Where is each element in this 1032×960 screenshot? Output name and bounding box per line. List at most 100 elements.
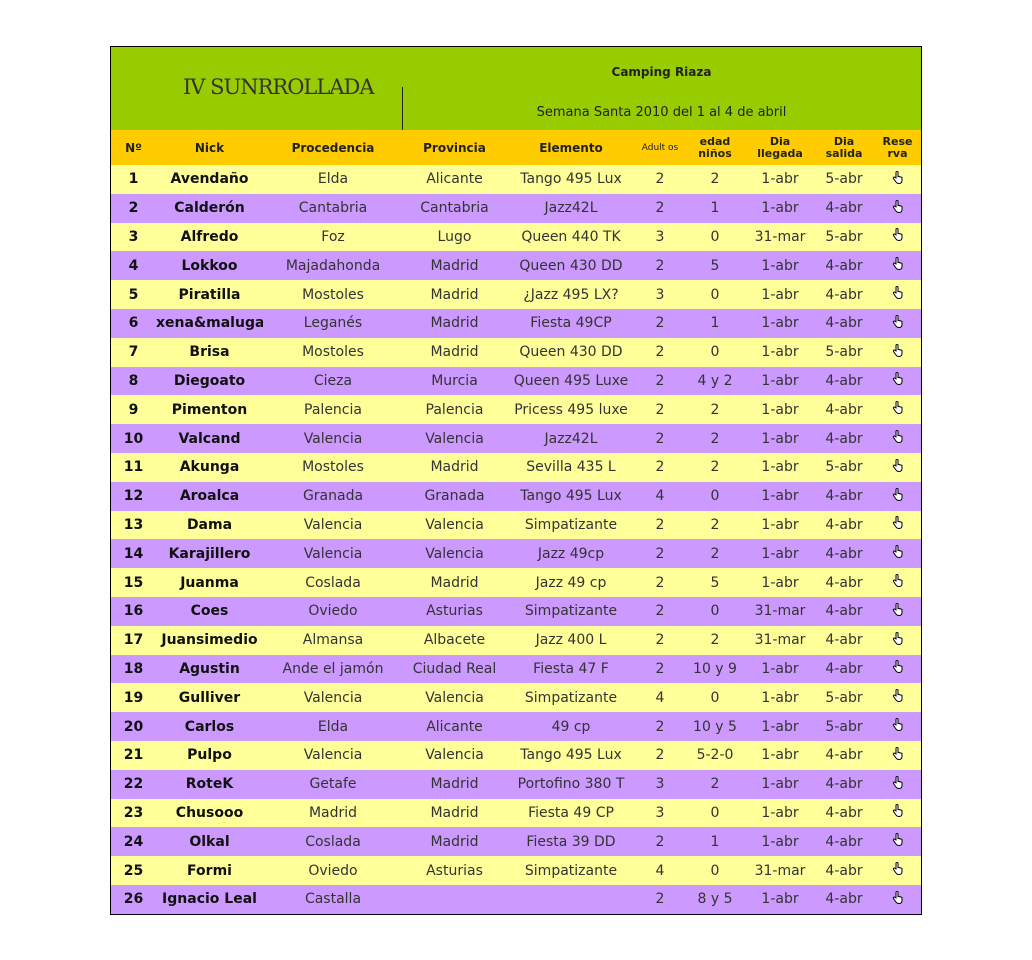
cell-adultos: 2 xyxy=(636,884,684,914)
cell-number: 20 xyxy=(111,712,156,741)
cell-provincia: Madrid xyxy=(403,798,506,828)
hand-pointer-icon xyxy=(892,890,903,908)
cell-elemento: Queen 430 DD xyxy=(506,251,636,281)
table-row: 12 Aroalca Granada Granada Tango 495 Lux 4 0 1-… xyxy=(111,481,921,511)
table-row: 20 Carlos Elda Alicante 49 cp 2 10 y 5 1-abr 5-a… xyxy=(111,712,921,741)
cell-procedencia: Castalla xyxy=(263,884,403,914)
cell-dia-salida: 4-abr xyxy=(814,568,874,597)
cell-nick: Juanma xyxy=(156,568,263,597)
cell-reserva xyxy=(874,827,921,857)
cell-elemento: 49 cp xyxy=(506,712,636,741)
cell-procedencia: Coslada xyxy=(263,827,403,857)
cell-reserva xyxy=(874,654,921,684)
cell-elemento: Pricess 495 luxe xyxy=(506,395,636,425)
cell-provincia: Ciudad Real xyxy=(403,654,506,684)
cell-dia-llegada: 1-abr xyxy=(746,280,814,309)
cell-procedencia: Getafe xyxy=(263,769,403,799)
cell-provincia: Valencia xyxy=(403,539,506,569)
cell-dia-llegada: 1-abr xyxy=(746,337,814,367)
cell-edad-ninos: 4 y 2 xyxy=(684,366,746,396)
cell-nick: Pimenton xyxy=(156,395,263,425)
cell-reserva xyxy=(874,251,921,281)
cell-procedencia: Leganés xyxy=(263,308,403,338)
cell-number: 13 xyxy=(111,510,156,540)
cell-dia-llegada: 1-abr xyxy=(746,712,814,741)
column-header-elemento: Elemento xyxy=(506,130,636,165)
cell-nick: Lokkoo xyxy=(156,251,263,281)
cell-nick: Formi xyxy=(156,856,263,885)
cell-procedencia: Oviedo xyxy=(263,596,403,626)
cell-edad-ninos: 2 xyxy=(684,395,746,425)
cell-number: 16 xyxy=(111,596,156,626)
hand-pointer-icon xyxy=(892,718,903,735)
cell-adultos: 3 xyxy=(636,222,684,252)
cell-elemento: Fiesta 49 CP xyxy=(506,798,636,828)
cell-number: 23 xyxy=(111,798,156,828)
cell-edad-ninos: 0 xyxy=(684,222,746,252)
cell-edad-ninos: 5-2-0 xyxy=(684,740,746,770)
cell-nick: Valcand xyxy=(156,424,263,453)
cell-adultos: 3 xyxy=(636,798,684,828)
cell-number: 4 xyxy=(111,251,156,281)
cell-provincia: Asturias xyxy=(403,596,506,626)
cell-dia-llegada: 1-abr xyxy=(746,452,814,482)
cell-procedencia: Mostoles xyxy=(263,337,403,367)
hand-pointer-icon xyxy=(892,228,903,245)
cell-procedencia: Valencia xyxy=(263,539,403,569)
cell-dia-salida: 4-abr xyxy=(814,193,874,223)
hand-pointer-icon xyxy=(892,516,903,533)
cell-number: 26 xyxy=(111,884,156,914)
cell-reserva xyxy=(874,337,921,367)
hand-pointer-icon xyxy=(892,660,903,677)
cell-provincia: Madrid xyxy=(403,568,506,597)
table-row: 2 Calderón Cantabria Cantabria Jazz42L 2 1 1-ab… xyxy=(111,193,921,223)
table-row: 26 Ignacio Leal Castalla 2 8 y 5 1-abr 4-abr xyxy=(111,884,921,914)
event-dates: Semana Santa 2010 del 1 al 4 de abril xyxy=(536,105,787,120)
cell-adultos: 2 xyxy=(636,251,684,281)
cell-adultos: 3 xyxy=(636,280,684,309)
table-row: 5 Piratilla Mostoles Madrid ¿Jazz 495 LX? 3 0 1… xyxy=(111,280,921,309)
cell-edad-ninos: 5 xyxy=(684,251,746,281)
cell-number: 7 xyxy=(111,337,156,367)
cell-nick: Agustin xyxy=(156,654,263,684)
cell-dia-salida: 4-abr xyxy=(814,539,874,569)
cell-dia-salida: 4-abr xyxy=(814,596,874,626)
cell-procedencia: Cantabria xyxy=(263,193,403,223)
cell-reserva xyxy=(874,452,921,482)
cell-dia-llegada: 31-mar xyxy=(746,596,814,626)
cell-nick: Alfredo xyxy=(156,222,263,252)
cell-dia-salida: 4-abr xyxy=(814,798,874,828)
cell-adultos: 2 xyxy=(636,539,684,569)
hand-pointer-icon xyxy=(892,343,903,361)
hand-pointer-icon xyxy=(892,458,903,476)
cell-provincia: Palencia xyxy=(403,395,506,425)
cell-dia-salida: 5-abr xyxy=(814,712,874,741)
cell-provincia: Madrid xyxy=(403,251,506,281)
cell-edad-ninos: 2 xyxy=(684,165,746,194)
cell-reserva xyxy=(874,625,921,655)
cell-provincia: Lugo xyxy=(403,222,506,252)
cell-edad-ninos: 2 xyxy=(684,769,746,799)
cell-dia-salida: 4-abr xyxy=(814,827,874,857)
cell-elemento: Queen 430 DD xyxy=(506,337,636,367)
cell-reserva xyxy=(874,424,921,453)
cell-edad-ninos: 10 y 9 xyxy=(684,654,746,684)
cell-number: 3 xyxy=(111,222,156,252)
cell-provincia: Madrid xyxy=(403,827,506,857)
cell-reserva xyxy=(874,539,921,569)
hand-pointer-icon xyxy=(892,574,903,591)
hand-pointer-icon xyxy=(892,602,903,620)
cell-dia-llegada: 1-abr xyxy=(746,424,814,453)
table-row: 16 Coes Oviedo Asturias Simpatizante 2 0 31-mar… xyxy=(111,596,921,626)
cell-reserva xyxy=(874,683,921,713)
table-row: 24 Olkal Coslada Madrid Fiesta 39 DD 2 1 1-abr 4… xyxy=(111,827,921,857)
cell-dia-llegada: 1-abr xyxy=(746,798,814,828)
cell-procedencia: Granada xyxy=(263,481,403,511)
cell-reserva xyxy=(874,366,921,396)
cell-number: 10 xyxy=(111,424,156,453)
cell-dia-salida: 4-abr xyxy=(814,654,874,684)
cell-elemento: Simpatizante xyxy=(506,596,636,626)
cell-dia-llegada: 1-abr xyxy=(746,481,814,511)
cell-procedencia: Valencia xyxy=(263,683,403,713)
cell-edad-ninos: 1 xyxy=(684,193,746,223)
